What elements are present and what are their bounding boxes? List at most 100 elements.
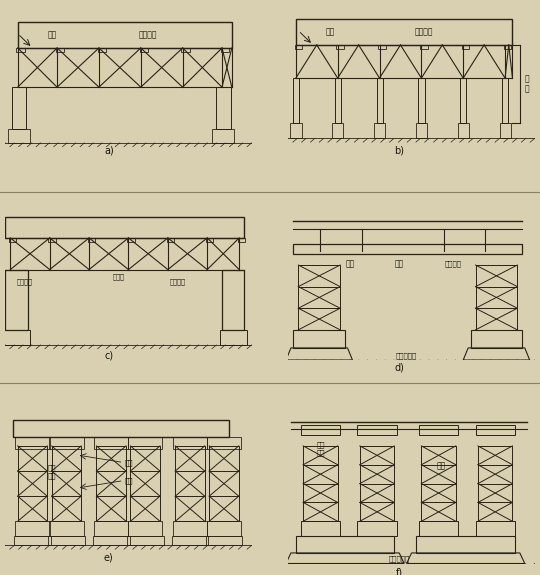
- Bar: [418, 78, 424, 123]
- Bar: [206, 536, 242, 546]
- Bar: [94, 522, 129, 536]
- Bar: [296, 20, 512, 45]
- Bar: [207, 437, 241, 449]
- Bar: [374, 123, 385, 139]
- Bar: [48, 536, 85, 546]
- Text: 混凝土基础: 混凝土基础: [389, 555, 410, 562]
- Bar: [301, 522, 340, 536]
- Bar: [470, 330, 522, 348]
- Bar: [14, 536, 51, 546]
- Bar: [97, 446, 126, 522]
- Bar: [357, 425, 397, 435]
- Bar: [139, 48, 148, 52]
- Bar: [127, 238, 134, 243]
- Bar: [462, 45, 469, 49]
- Bar: [176, 446, 205, 522]
- Text: 支
架: 支 架: [525, 74, 530, 94]
- Bar: [421, 446, 456, 522]
- Bar: [222, 270, 244, 330]
- Bar: [13, 420, 230, 437]
- Bar: [301, 425, 340, 435]
- Bar: [181, 48, 190, 52]
- Text: 钢梁: 钢梁: [395, 259, 404, 268]
- Bar: [476, 522, 515, 536]
- Bar: [238, 238, 245, 243]
- Text: 卸落设备: 卸落设备: [139, 30, 158, 40]
- Bar: [49, 238, 56, 243]
- Bar: [336, 45, 344, 49]
- Bar: [18, 446, 47, 522]
- Bar: [94, 437, 129, 449]
- Bar: [173, 522, 207, 536]
- Bar: [502, 78, 508, 123]
- Text: 卸落
设备: 卸落 设备: [48, 465, 56, 478]
- Bar: [360, 446, 394, 522]
- Bar: [88, 238, 95, 243]
- Bar: [172, 536, 208, 546]
- Text: 卸落设备: 卸落设备: [445, 260, 462, 267]
- Text: 排架: 排架: [124, 477, 133, 484]
- Bar: [98, 48, 106, 52]
- Bar: [458, 123, 469, 139]
- Bar: [504, 45, 511, 49]
- Text: 卸落
设备: 卸落 设备: [316, 442, 325, 456]
- Bar: [295, 45, 302, 49]
- Text: a): a): [104, 145, 113, 155]
- Bar: [167, 238, 174, 243]
- Bar: [173, 437, 207, 449]
- Bar: [209, 446, 239, 522]
- Text: 卸落设备: 卸落设备: [170, 278, 186, 285]
- Text: 纵梁: 纵梁: [48, 30, 57, 40]
- Bar: [416, 536, 515, 553]
- Bar: [335, 78, 341, 123]
- Text: 卸落设备: 卸落设备: [17, 278, 33, 285]
- Bar: [291, 123, 301, 139]
- Bar: [5, 217, 244, 238]
- Bar: [128, 437, 163, 449]
- Bar: [293, 330, 345, 348]
- Bar: [15, 437, 50, 449]
- Bar: [221, 48, 230, 52]
- Bar: [379, 45, 386, 49]
- Bar: [293, 244, 522, 255]
- Bar: [49, 522, 84, 536]
- Text: b): b): [394, 145, 404, 155]
- Bar: [128, 522, 163, 536]
- Bar: [15, 522, 50, 536]
- Text: 卸落设备: 卸落设备: [415, 28, 433, 37]
- Bar: [127, 536, 164, 546]
- Bar: [9, 238, 17, 243]
- Text: c): c): [104, 351, 113, 361]
- Bar: [3, 330, 30, 345]
- Bar: [206, 238, 213, 243]
- Bar: [420, 45, 428, 49]
- Bar: [357, 522, 397, 536]
- Text: 纵梁: 纵梁: [326, 28, 335, 37]
- Bar: [476, 265, 517, 330]
- Bar: [332, 123, 343, 139]
- Bar: [500, 123, 511, 139]
- Bar: [11, 87, 26, 129]
- Bar: [131, 446, 160, 522]
- Bar: [52, 446, 81, 522]
- Text: 托架: 托架: [124, 459, 133, 466]
- Text: 混凝土基础: 混凝土基础: [396, 352, 417, 359]
- Bar: [49, 437, 84, 449]
- Bar: [296, 536, 394, 553]
- Bar: [376, 78, 383, 123]
- Bar: [220, 330, 247, 345]
- Bar: [18, 22, 232, 48]
- Text: d): d): [394, 362, 404, 373]
- Bar: [56, 48, 64, 52]
- Bar: [216, 87, 231, 129]
- Bar: [8, 129, 30, 143]
- Bar: [460, 78, 467, 123]
- Bar: [17, 48, 25, 52]
- Text: 承重梁: 承重梁: [113, 274, 125, 281]
- Bar: [419, 425, 458, 435]
- Bar: [207, 522, 241, 536]
- Bar: [293, 78, 299, 123]
- Bar: [476, 425, 515, 435]
- Bar: [212, 129, 234, 143]
- Text: e): e): [104, 553, 113, 562]
